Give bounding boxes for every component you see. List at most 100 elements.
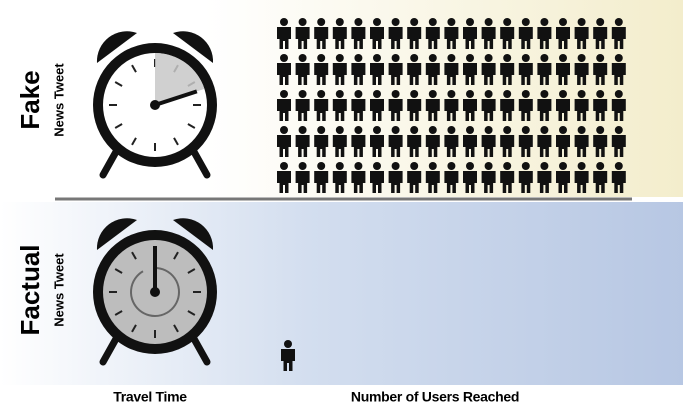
person-head [280,18,288,26]
person-head [280,162,288,170]
person-head [410,90,418,98]
person-head [596,54,604,62]
person-head [466,162,474,170]
person-head [522,18,530,26]
person-head [596,18,604,26]
person-head [317,90,325,98]
axis-label: Number of Users Reached [351,389,519,405]
person-head [522,126,530,134]
person-head [317,54,325,62]
person-head [615,162,623,170]
category-sublabel: News Tweet [51,63,66,137]
person-head [578,18,586,26]
clock-center [150,100,160,110]
person-head [578,162,586,170]
person-head [299,90,307,98]
clock-center [150,287,160,297]
person-head [373,18,381,26]
person-head [392,162,400,170]
person-head [336,18,344,26]
person-head [373,90,381,98]
person-head [559,162,567,170]
person-head [503,126,511,134]
person-head [354,162,362,170]
person-head [299,54,307,62]
person-head [596,90,604,98]
person-head [429,18,437,26]
person-head [392,90,400,98]
person-head [429,126,437,134]
person-head [354,90,362,98]
category-label: Factual [15,244,45,335]
person-head [485,126,493,134]
person-head [447,18,455,26]
person-head [410,126,418,134]
person-head [299,162,307,170]
person-head [615,18,623,26]
person-head [284,340,292,348]
person-head [485,54,493,62]
person-head [392,18,400,26]
person-head [596,126,604,134]
person-head [429,162,437,170]
person-head [317,162,325,170]
person-head [336,90,344,98]
person-head [410,18,418,26]
person-head [410,54,418,62]
person-head [280,90,288,98]
person-head [503,18,511,26]
person-head [596,162,604,170]
person-head [522,162,530,170]
person-head [485,90,493,98]
person-head [559,90,567,98]
person-head [354,18,362,26]
person-head [466,18,474,26]
person-head [615,90,623,98]
person-head [373,162,381,170]
person-head [503,90,511,98]
person-head [299,126,307,134]
person-head [336,126,344,134]
category-label: Fake [15,70,45,129]
person-head [485,162,493,170]
person-head [540,18,548,26]
person-head [578,126,586,134]
person-head [447,54,455,62]
person-head [354,126,362,134]
person-head [559,54,567,62]
person-head [373,54,381,62]
person-head [540,54,548,62]
person-head [392,54,400,62]
person-head [354,54,362,62]
person-head [485,18,493,26]
person-head [280,126,288,134]
person-head [299,18,307,26]
infographic: Fake News Tweet Factual News Tweet Trave… [0,0,683,412]
person-head [373,126,381,134]
person-head [615,126,623,134]
category-sublabel: News Tweet [51,253,66,327]
person-head [429,54,437,62]
person-head [615,54,623,62]
person-head [540,126,548,134]
axis-label: Travel Time [113,389,187,405]
person-head [578,54,586,62]
person-head [447,162,455,170]
person-head [392,126,400,134]
person-head [466,90,474,98]
person-head [317,126,325,134]
person-head [336,54,344,62]
person-head [503,54,511,62]
person-head [522,90,530,98]
person-head [466,126,474,134]
person-head [540,162,548,170]
person-head [317,18,325,26]
person-head [559,18,567,26]
person-head [447,90,455,98]
person-head [540,90,548,98]
person-head [559,126,567,134]
person-head [447,126,455,134]
person-head [578,90,586,98]
person-head [410,162,418,170]
person-head [503,162,511,170]
